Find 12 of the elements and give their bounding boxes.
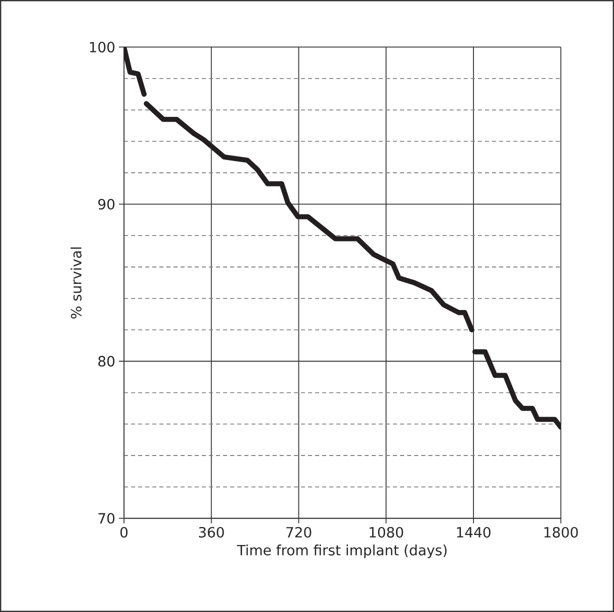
y-tick-label: 90 [98,198,114,210]
y-tick-label: 100 [90,42,114,52]
y-tick-label: 80 [98,356,114,367]
x-tick-label: 1800 [544,526,578,538]
x-tick-label: 1080 [370,526,404,538]
x-tick-label: 1440 [457,526,490,538]
x-tick-label: 360 [198,526,224,538]
y-tick-label: 70 [98,513,114,524]
y-axis-title: % survival [70,247,82,319]
x-axis-title: Time from first implant (days) [236,544,447,558]
x-tick-label: 720 [286,526,312,538]
x-tick-label: 0 [120,526,128,538]
